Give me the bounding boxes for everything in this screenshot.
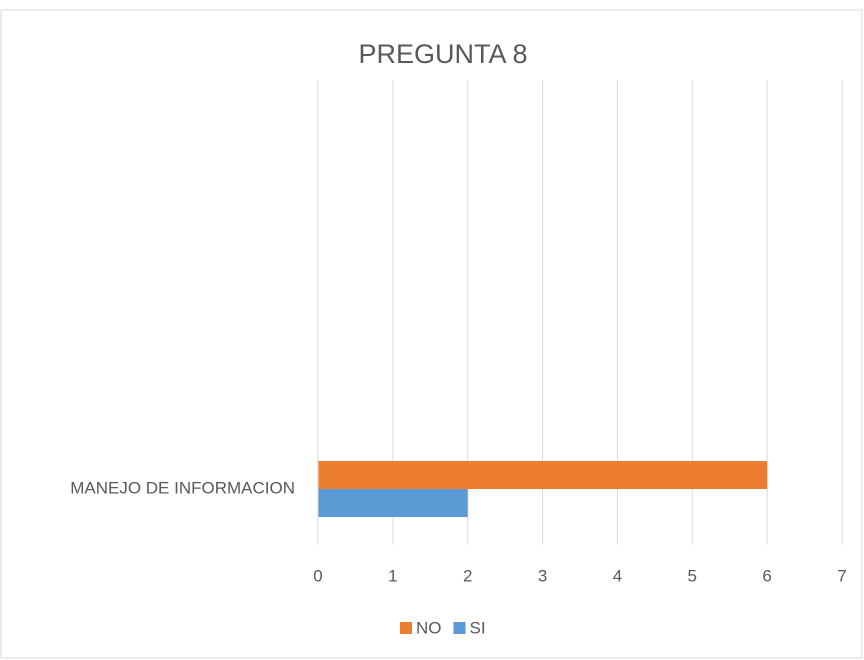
chart-title: PREGUNTA 8 (358, 39, 527, 69)
chart-frame (0, 9, 863, 659)
x-tick-label: 4 (613, 566, 622, 585)
x-tick-label: 7 (837, 566, 846, 585)
x-tick-label: 3 (538, 566, 547, 585)
x-tick-label: 5 (688, 566, 697, 585)
bar (318, 489, 468, 517)
y-tick-label: MANEJO DE INFORMACION (70, 478, 295, 497)
legend-label: SI (470, 618, 486, 637)
x-tick-label: 2 (463, 566, 472, 585)
legend-swatch (453, 622, 466, 634)
bar (318, 461, 768, 489)
x-tick-label: 6 (762, 566, 771, 585)
x-tick-label: 0 (313, 566, 322, 585)
legend-label: NO (416, 618, 442, 637)
x-tick-label: 1 (388, 566, 397, 585)
legend-swatch (400, 622, 412, 634)
